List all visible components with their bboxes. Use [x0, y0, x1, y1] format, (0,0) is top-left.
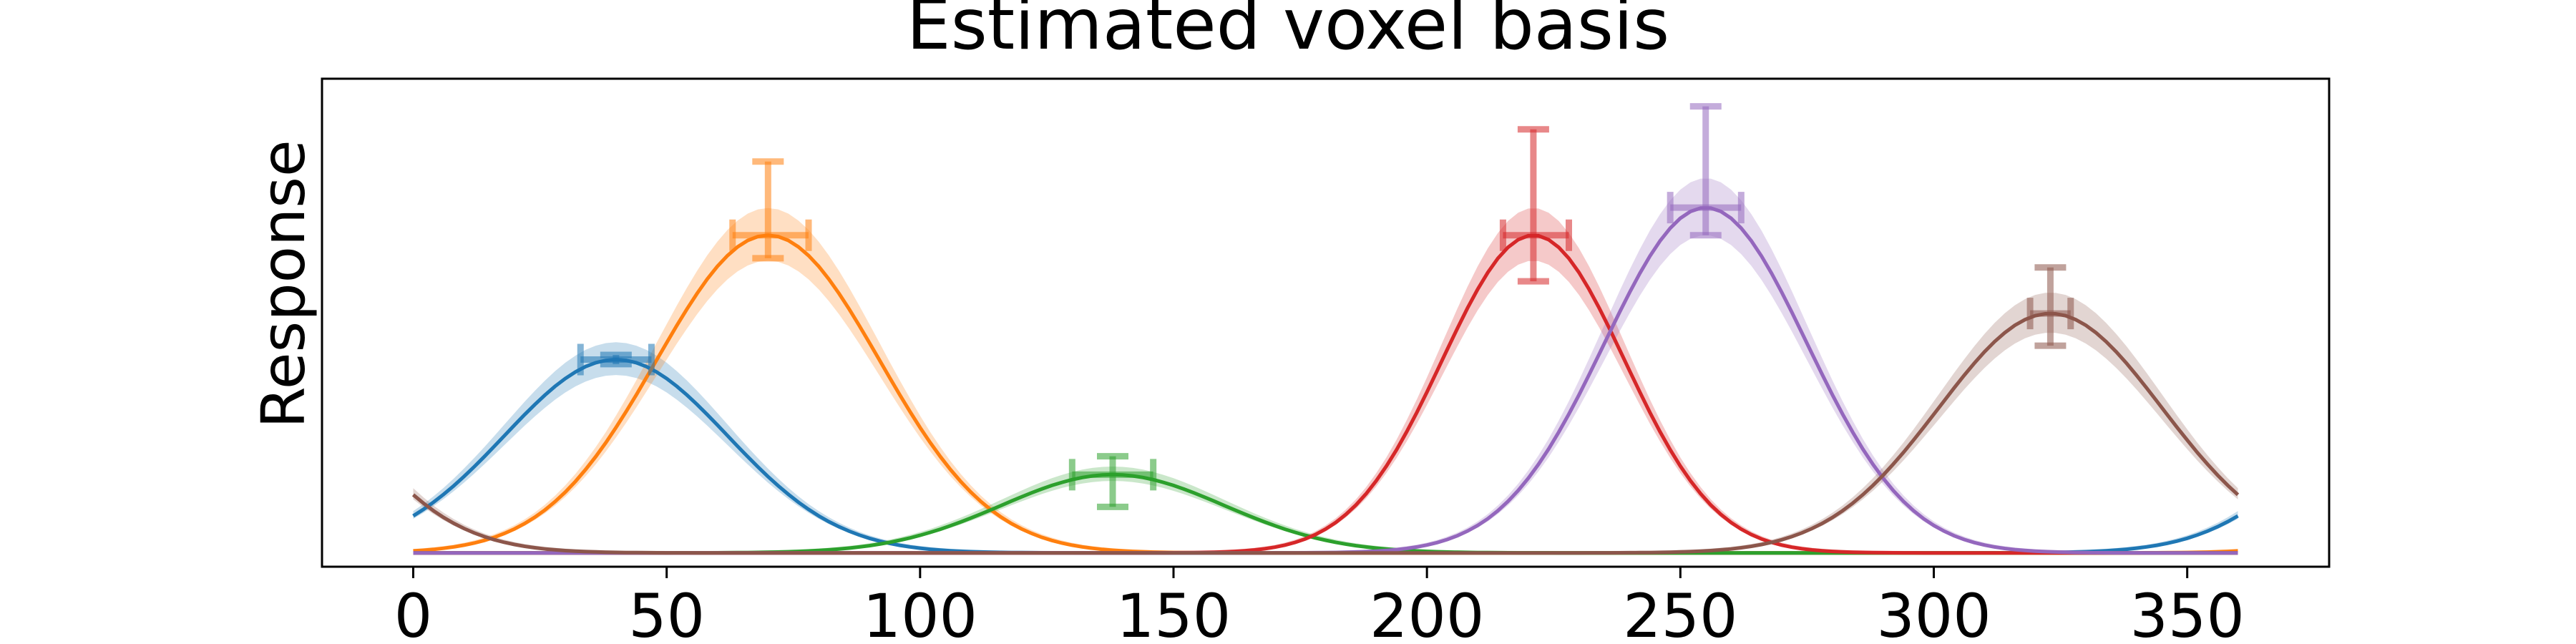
chart-title: Estimated voxel basis	[907, 0, 1669, 66]
x-axis: 0 50 100 150 200 250 300 350	[394, 567, 2245, 644]
series-5-error-bars	[1667, 103, 1745, 239]
x-tick-label: 250	[1623, 581, 1737, 644]
axes-frame	[321, 77, 2331, 568]
x-tick-label: 0	[394, 581, 432, 644]
y-axis-label: Response	[248, 140, 318, 428]
series-3-error-bars	[1068, 453, 1157, 510]
series-6-band	[413, 293, 2238, 553]
series-6-error-bars	[2026, 264, 2074, 349]
plot-area	[411, 103, 2240, 555]
series-1-error-bars	[577, 343, 655, 376]
series-6-line	[411, 312, 2240, 555]
series-2-error-bars	[729, 158, 812, 262]
x-tick-label: 300	[1876, 581, 1991, 644]
x-tick-label: 100	[863, 581, 977, 644]
x-tick-label: 150	[1116, 581, 1231, 644]
series-5-band	[413, 178, 2238, 553]
x-tick-label: 350	[2129, 581, 2244, 644]
x-tick-label: 50	[628, 581, 705, 644]
series-4-error-bars	[1499, 126, 1572, 285]
x-tick-label: 200	[1370, 581, 1484, 644]
